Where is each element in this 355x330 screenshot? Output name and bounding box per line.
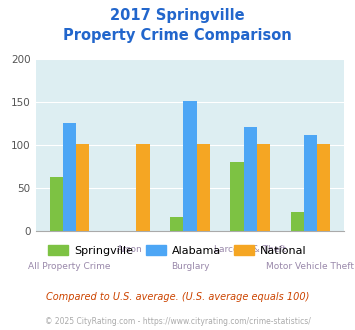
- Bar: [197, 144, 210, 231]
- Bar: [290, 212, 304, 231]
- Bar: [257, 144, 270, 231]
- Text: All Property Crime: All Property Crime: [28, 262, 111, 271]
- Text: © 2025 CityRating.com - https://www.cityrating.com/crime-statistics/: © 2025 CityRating.com - https://www.city…: [45, 317, 310, 326]
- Text: Property Crime Comparison: Property Crime Comparison: [63, 28, 292, 43]
- Text: Burglary: Burglary: [171, 262, 209, 271]
- Bar: [244, 127, 257, 231]
- Text: Arson: Arson: [117, 245, 143, 254]
- Bar: [63, 123, 76, 231]
- Text: Compared to U.S. average. (U.S. average equals 100): Compared to U.S. average. (U.S. average …: [46, 292, 309, 302]
- Bar: [183, 101, 197, 231]
- Bar: [170, 217, 183, 231]
- Legend: Springville, Alabama, National: Springville, Alabama, National: [44, 241, 311, 260]
- Bar: [50, 177, 63, 231]
- Text: Motor Vehicle Theft: Motor Vehicle Theft: [267, 262, 354, 271]
- Bar: [230, 161, 244, 231]
- Text: 2017 Springville: 2017 Springville: [110, 8, 245, 23]
- Bar: [76, 144, 89, 231]
- Text: Larceny & Theft: Larceny & Theft: [214, 245, 286, 254]
- Bar: [136, 144, 149, 231]
- Bar: [317, 144, 330, 231]
- Bar: [304, 135, 317, 231]
